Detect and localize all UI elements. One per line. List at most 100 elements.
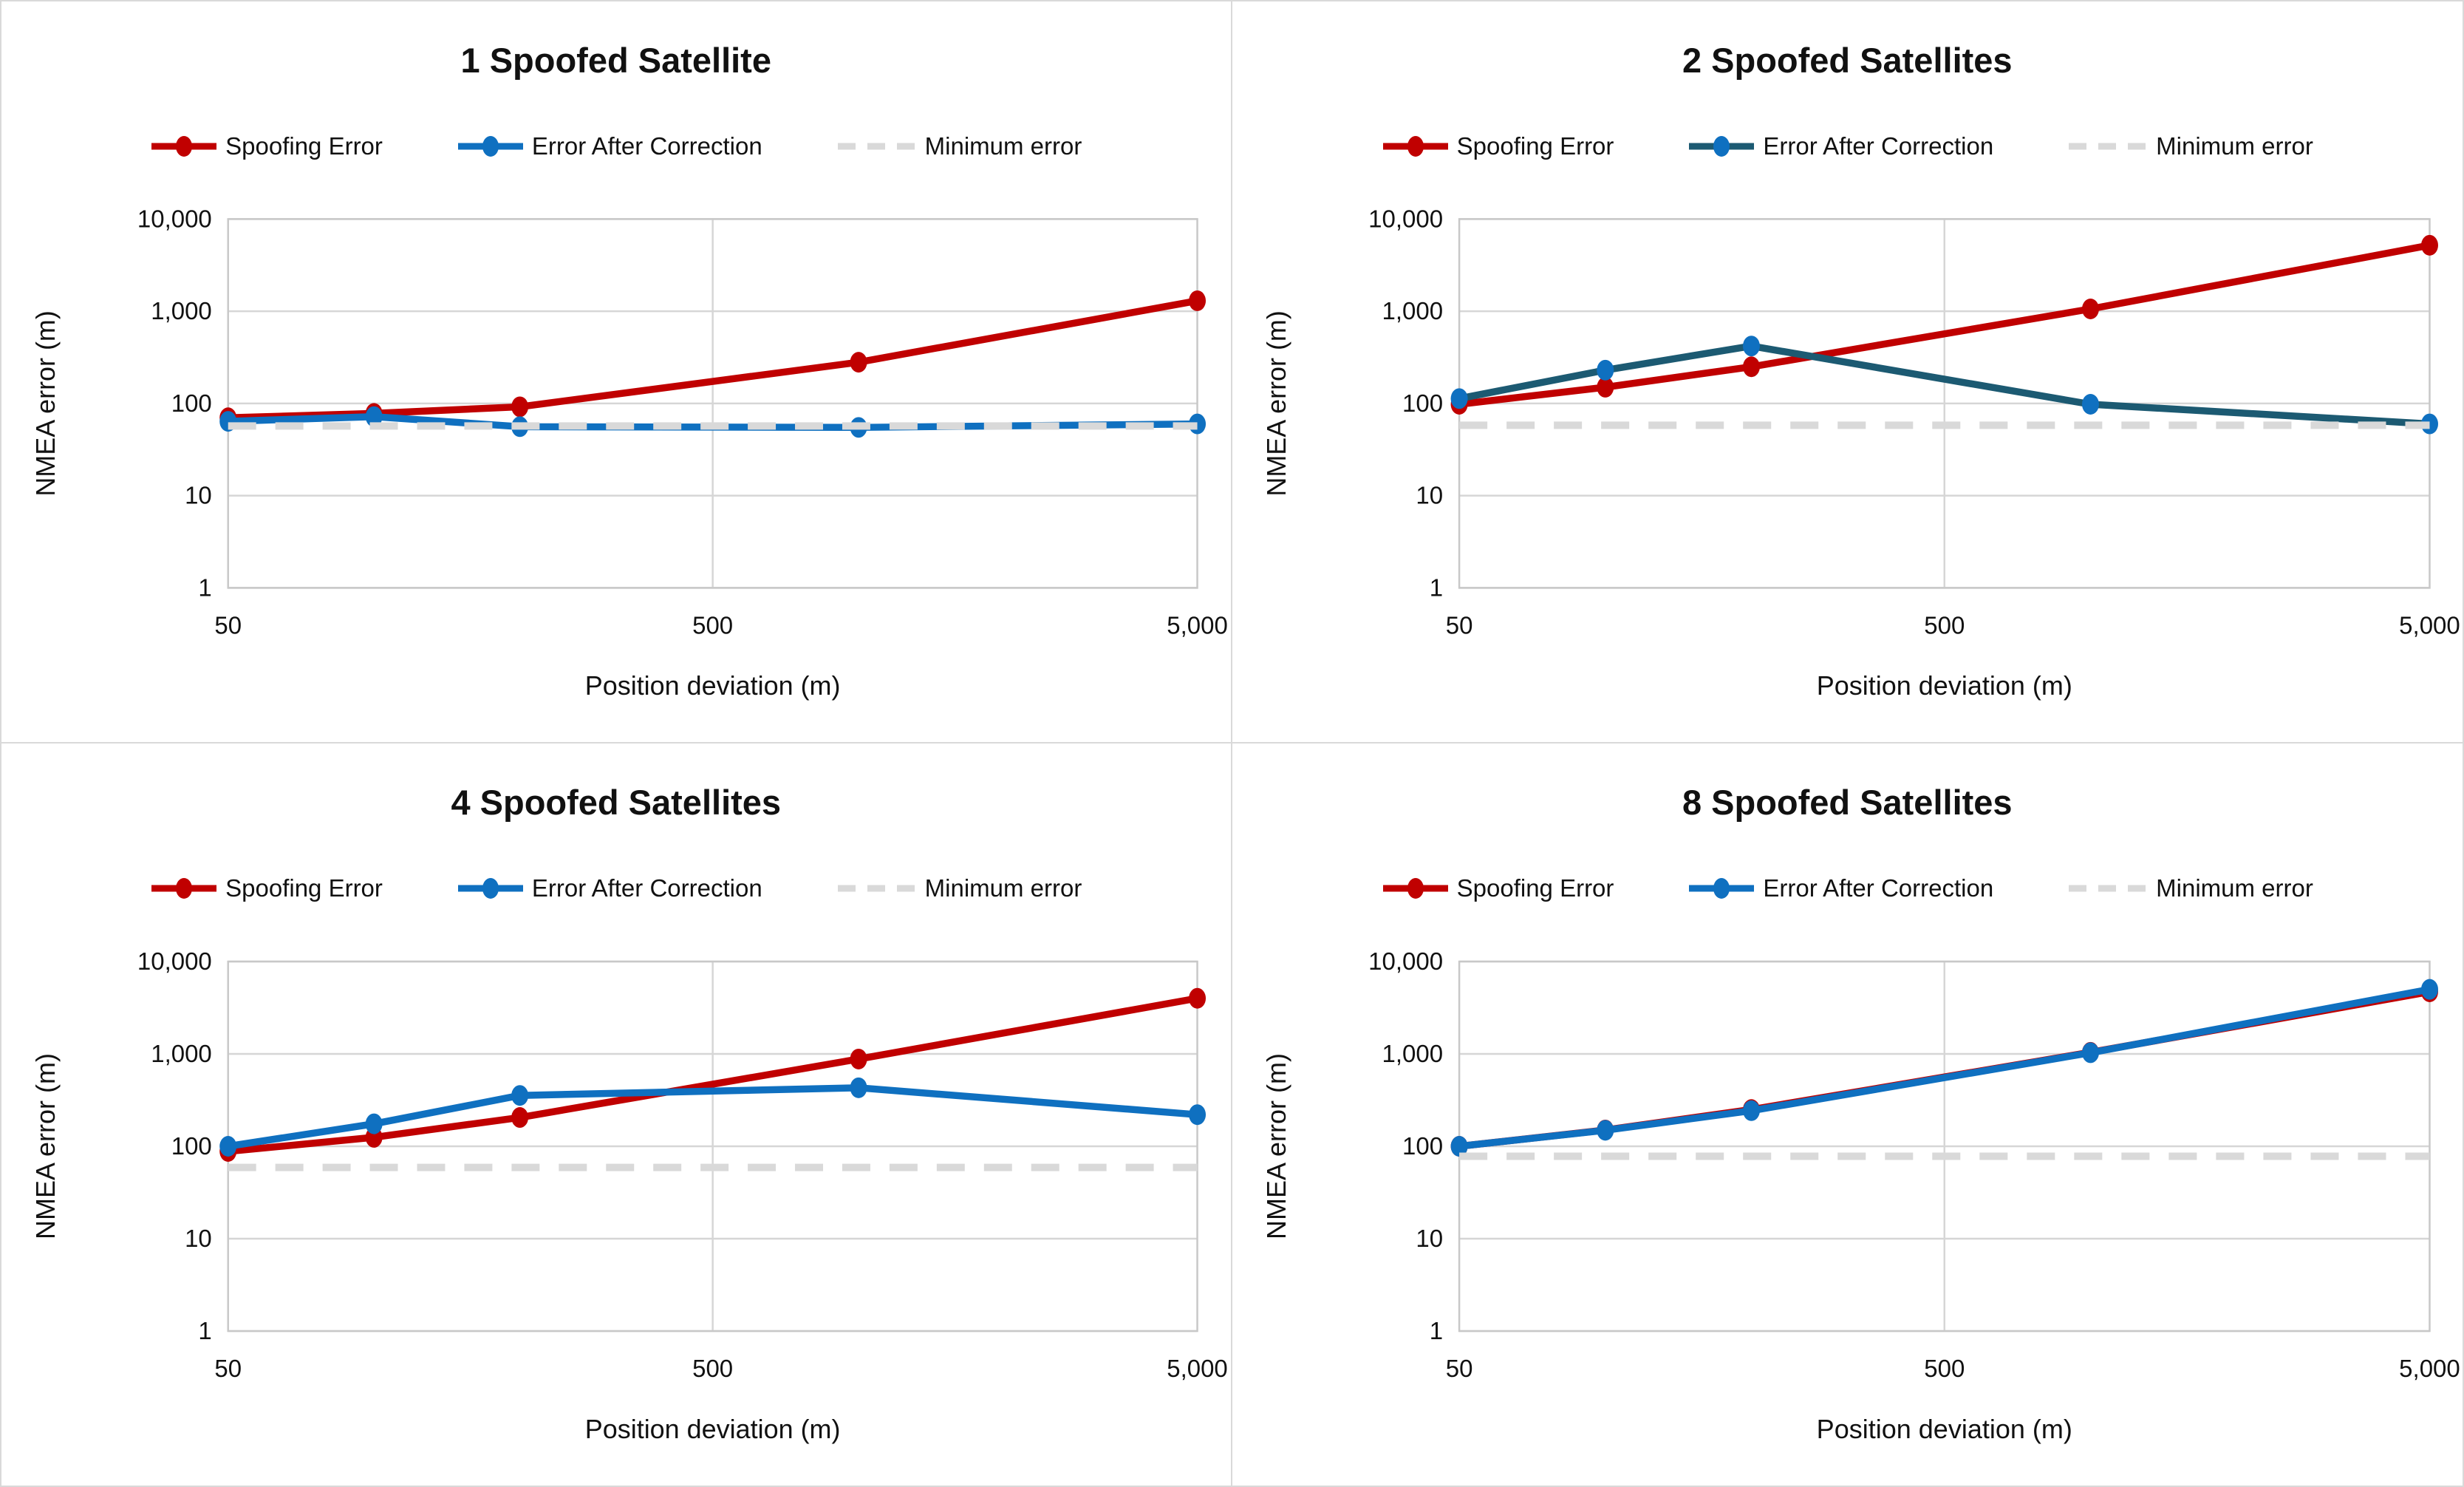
y-tick-label: 10,000 <box>137 947 212 975</box>
chart-legend: Spoofing Error Error After Correction Mi… <box>1232 131 2463 162</box>
y-tick-label: 100 <box>171 389 212 417</box>
legend-line-marker-icon <box>1382 878 1448 899</box>
x-tick-label: 50 <box>214 1355 242 1382</box>
plot-area: 10,000 1,000 100 10 150 500 5,000 NMEA error (m… <box>30 947 1228 1444</box>
error-after-correction-data-point <box>1596 359 1614 381</box>
legend-item-spoofing-error: Spoofing Error <box>150 873 383 904</box>
legend-dashed-line-icon <box>837 885 916 892</box>
y-tick-label: 10,000 <box>137 205 212 232</box>
legend-item-minimum-error: Minimum error <box>2067 873 2313 904</box>
x-tick-label: 50 <box>1445 611 1472 639</box>
legend-label: Error After Correction <box>1763 874 1994 902</box>
x-axis-title: Position deviation (m) <box>585 670 841 701</box>
legend-line-marker-icon <box>457 136 523 157</box>
y-tick-label: 1 <box>1429 574 1442 601</box>
plot-border <box>227 218 1198 589</box>
error-after-correction-data-point <box>1742 1100 1760 1121</box>
legend-item-error-after-correction: Error After Correction <box>457 873 762 904</box>
legend-label: Spoofing Error <box>1456 132 1614 160</box>
error-after-correction-data-point <box>365 1113 383 1134</box>
y-tick-label: 1 <box>198 1317 211 1344</box>
error-after-correction-data-point <box>511 1085 529 1106</box>
y-axis-title: NMEA error (m) <box>1261 1053 1291 1239</box>
error-after-correction-data-point <box>2081 394 2099 415</box>
x-tick-label: 50 <box>1445 1355 1472 1382</box>
chart-panel: 10,000 1,000 100 10 1 50 500 5,000 NMEA error (m… <box>1232 744 2463 1486</box>
x-tick-label: 50 <box>214 611 242 639</box>
y-tick-label: 1 <box>198 574 211 601</box>
x-axis-title: Position deviation (m) <box>1816 670 2072 701</box>
x-tick-label: 5,000 <box>2399 1355 2460 1382</box>
legend-item-spoofing-error: Spoofing Error <box>1382 873 1614 904</box>
legend-label: Error After Correction <box>1763 132 1994 160</box>
y-tick-label: 100 <box>171 1132 212 1160</box>
legend-dashed-line-icon <box>2069 885 2148 892</box>
y-tick-label: 100 <box>1402 1132 1443 1160</box>
chart-panel: 10,000 1,000 100 10 1 50 500 5,000 NMEA error (m… <box>1 1 1232 744</box>
spoofing-error-data-point <box>1596 376 1614 398</box>
spoofing-error-data-point <box>511 396 529 418</box>
x-tick-label: 500 <box>1924 1355 1965 1382</box>
error-after-correction-data-point <box>219 1136 237 1157</box>
chart-legend: Spoofing Error Error After Correction Mi… <box>1 131 1231 162</box>
chart-title: 4 Spoofed Satellites <box>451 783 782 822</box>
x-axis-title: Position deviation (m) <box>1816 1414 2072 1444</box>
legend-item-error-after-correction: Error After Correction <box>1687 873 1993 904</box>
y-tick-label: 1,000 <box>1382 1040 1443 1067</box>
legend-item-error-after-correction: Error After Correction <box>457 131 762 162</box>
legend-item-minimum-error: Minimum error <box>2067 131 2313 162</box>
legend-label: Spoofing Error <box>1456 874 1614 902</box>
spoofing-error-data-point <box>1189 290 1207 311</box>
legend-label: Minimum error <box>924 132 1082 160</box>
x-tick-label: 5,000 <box>2399 611 2460 639</box>
x-tick-label: 5,000 <box>1167 1355 1227 1382</box>
legend-line-marker-icon <box>1689 136 1755 157</box>
y-tick-label: 10 <box>185 482 212 509</box>
error-after-correction-data-point <box>1450 1136 1468 1157</box>
error-after-correction-data-point <box>365 406 383 427</box>
spoofing-error-data-point <box>850 352 867 373</box>
legend-label: Spoofing Error <box>225 874 383 902</box>
legend-line-marker-icon <box>1689 878 1755 899</box>
y-tick-label: 10,000 <box>1368 947 1443 975</box>
x-tick-label: 500 <box>1924 611 1965 639</box>
y-tick-label: 1 <box>1429 1317 1442 1344</box>
x-tick-label: 500 <box>692 1355 733 1382</box>
legend-line-marker-icon <box>457 878 523 899</box>
legend-label: Spoofing Error <box>225 132 383 160</box>
chart-legend: Spoofing Error Error After Correction Mi… <box>1232 873 2463 904</box>
y-tick-label: 10 <box>185 1225 212 1252</box>
legend-item-spoofing-error: Spoofing Error <box>1382 131 1614 162</box>
legend-line-marker-icon <box>1382 136 1448 157</box>
legend-label: Minimum error <box>2156 132 2313 160</box>
chart-title: 8 Spoofed Satellites <box>1682 783 2013 822</box>
error-after-correction-data-point <box>850 1077 867 1098</box>
legend-item-error-after-correction: Error After Correction <box>1687 131 1993 162</box>
y-tick-label: 10 <box>1416 482 1443 509</box>
error-after-correction-data-point <box>2081 1042 2099 1064</box>
legend-label: Minimum error <box>924 874 1082 902</box>
x-tick-label: 5,000 <box>1167 611 1227 639</box>
spoofing-error-data-point <box>511 1107 529 1129</box>
spoofing-error-data-point <box>1742 356 1760 378</box>
error-after-correction-data-point <box>1596 1120 1614 1141</box>
error-after-correction-data-point <box>1450 388 1468 409</box>
legend-label: Error After Correction <box>531 132 762 160</box>
legend-item-minimum-error: Minimum error <box>836 873 1082 904</box>
x-axis-title: Position deviation (m) <box>585 1414 841 1444</box>
y-tick-label: 1,000 <box>151 1040 211 1067</box>
y-axis-title: NMEA error (m) <box>1260 310 1291 496</box>
legend-item-minimum-error: Minimum error <box>836 131 1082 162</box>
spoofing-error-data-point <box>850 1048 867 1069</box>
chart-panel: 10,000 1,000 100 10 1 50 500 5,000 NMEA error (m… <box>1232 1 2463 744</box>
y-tick-label: 1,000 <box>1382 297 1443 324</box>
y-axis-title: NMEA error (m) <box>30 310 61 496</box>
y-tick-label: 100 <box>1402 389 1443 417</box>
chart-panel: 10,000 1,000 100 10 1 50 500 5,000 NMEA error (m… <box>1 744 1232 1486</box>
spoofing-error-data-point <box>1189 987 1207 1009</box>
error-after-correction-data-point <box>1189 1104 1207 1126</box>
y-axis-title: NMEA error (m) <box>30 1053 61 1239</box>
legend-label: Minimum error <box>2156 874 2313 902</box>
chart-title: 2 Spoofed Satellites <box>1682 41 2013 80</box>
legend-dashed-line-icon <box>837 143 916 150</box>
